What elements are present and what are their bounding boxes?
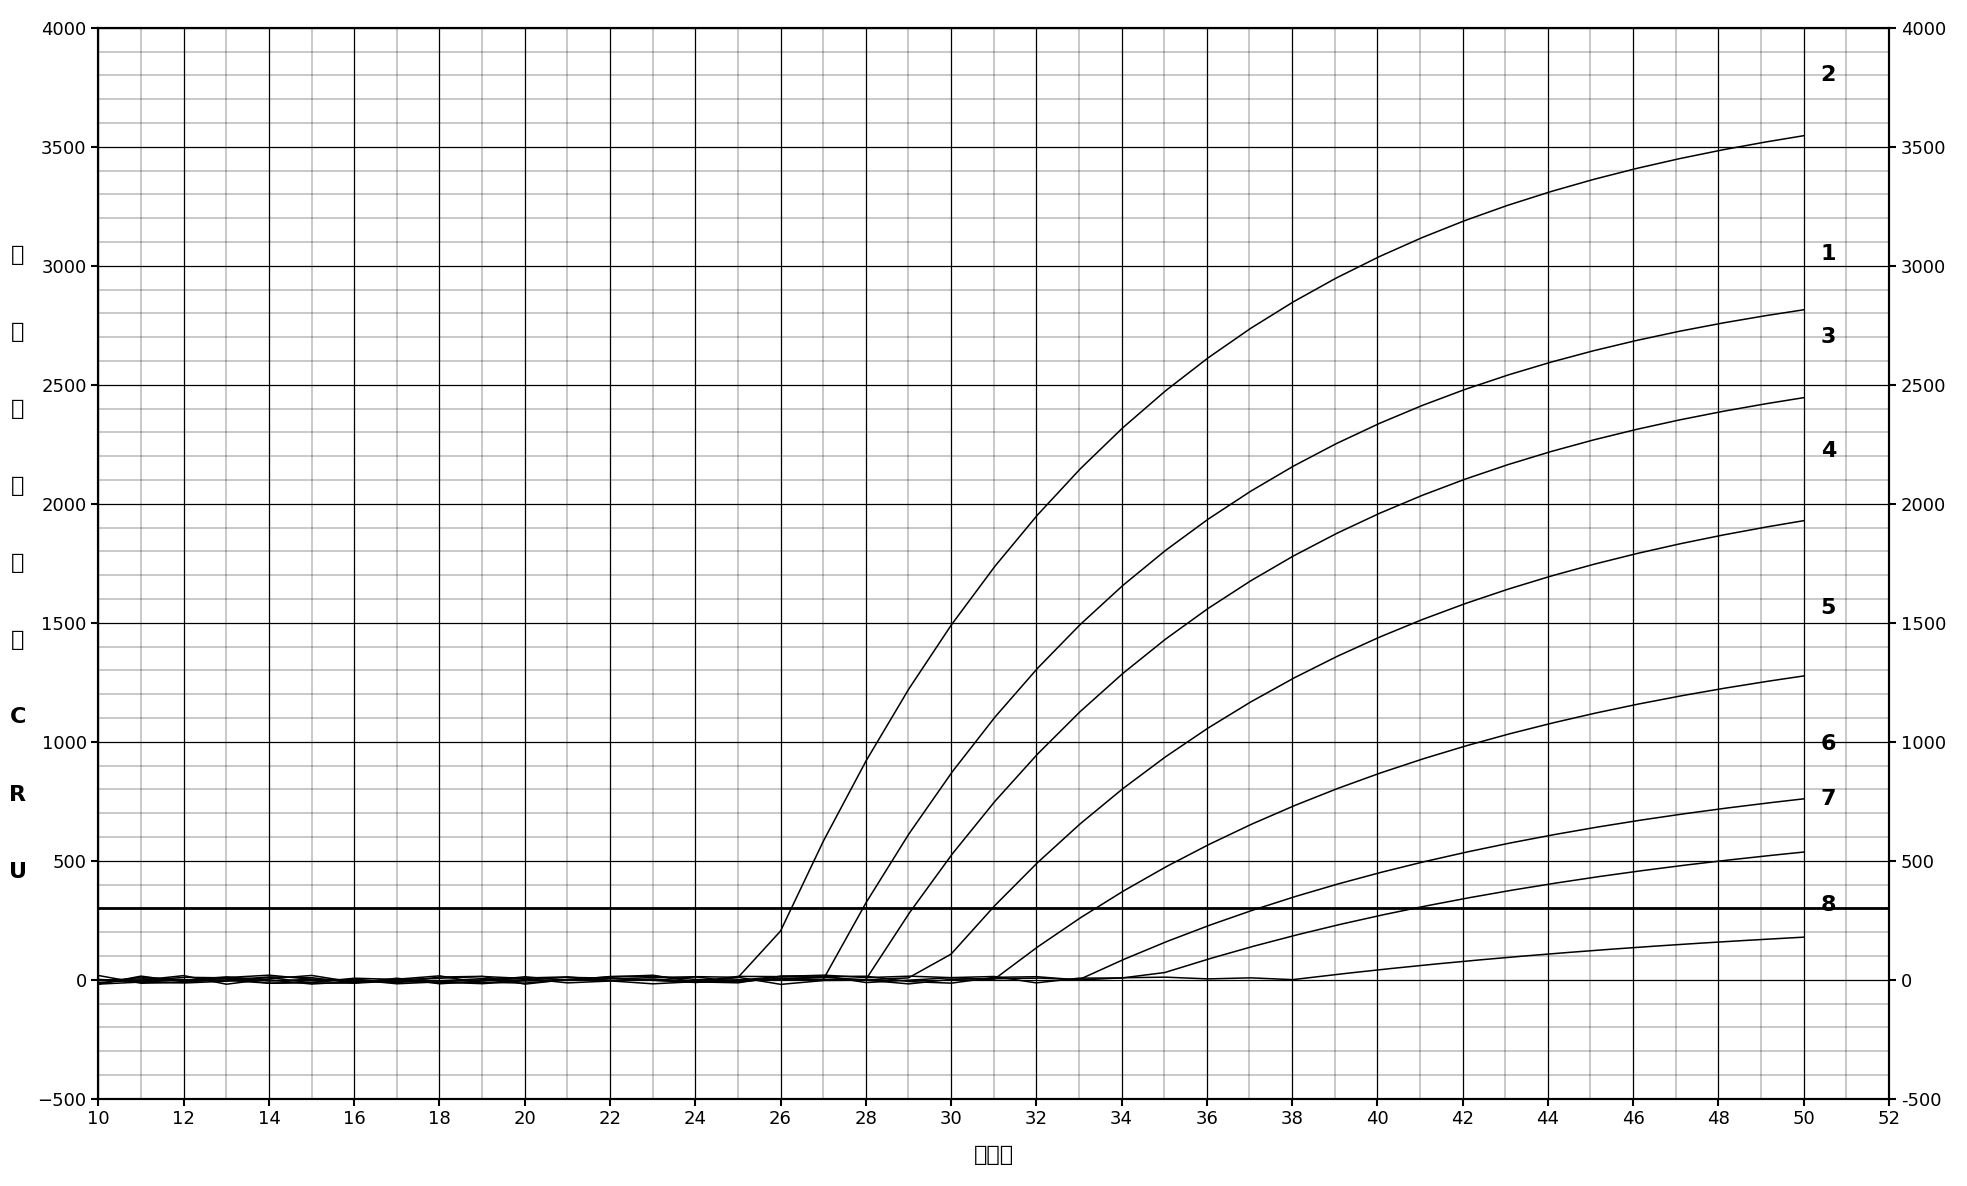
- Text: 2: 2: [1821, 65, 1835, 85]
- Text: 4: 4: [1821, 441, 1835, 461]
- Text: 荧: 荧: [12, 398, 24, 419]
- Text: C: C: [10, 708, 26, 727]
- Text: 度: 度: [12, 631, 24, 650]
- X-axis label: 循环数: 循环数: [974, 1146, 1013, 1165]
- Text: 8: 8: [1821, 894, 1835, 914]
- Text: 光: 光: [12, 476, 24, 496]
- Text: 强: 强: [12, 553, 24, 573]
- Text: 7: 7: [1821, 789, 1835, 809]
- Text: 3: 3: [1821, 327, 1835, 347]
- Text: U: U: [10, 862, 28, 881]
- Text: 1: 1: [1821, 244, 1835, 264]
- Text: R: R: [10, 785, 26, 804]
- Text: 6: 6: [1821, 734, 1835, 754]
- Text: 对: 对: [12, 321, 24, 342]
- Text: 5: 5: [1821, 599, 1835, 618]
- Text: 相: 相: [12, 244, 24, 264]
